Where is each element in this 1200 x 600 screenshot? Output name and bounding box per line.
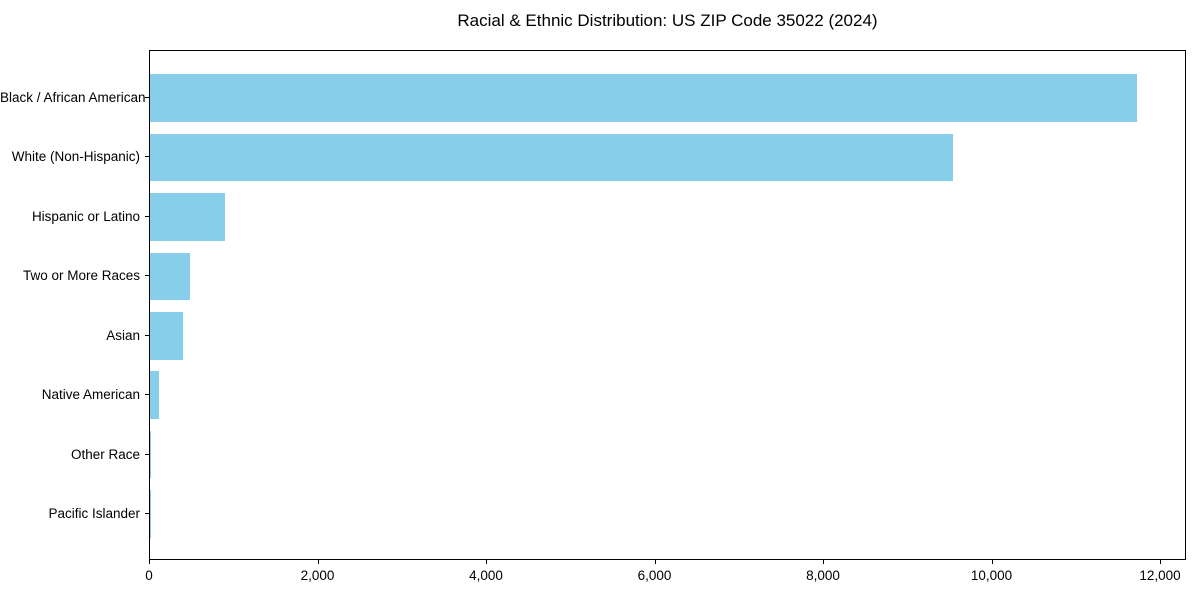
y-tick-label: Native American [41, 387, 140, 403]
y-tick-label: Other Race [70, 446, 140, 462]
chart-title: Racial & Ethnic Distribution: US ZIP Cod… [457, 11, 878, 30]
bar [150, 74, 1138, 122]
y-tick-mark [145, 334, 149, 336]
x-tick-label: 4,000 [469, 568, 503, 583]
x-tick-label: 0 [145, 568, 153, 583]
x-tick-label: 6,000 [637, 568, 672, 583]
y-tick-label: Two or More Races [22, 268, 140, 284]
y-tick-mark [145, 97, 149, 98]
x-tick-mark [654, 560, 656, 564]
x-tick-label: 8,000 [806, 568, 840, 583]
bar [150, 371, 160, 419]
y-tick-mark [145, 453, 149, 455]
x-tick-mark [991, 560, 993, 564]
bar [150, 133, 953, 182]
y-tick-mark [145, 156, 149, 158]
x-tick-mark [1160, 560, 1162, 564]
y-tick-label: Hispanic or Latino [31, 208, 140, 224]
y-tick-label: Black / African American [0, 90, 146, 105]
x-tick-mark [486, 560, 488, 564]
bar [150, 312, 184, 360]
y-tick-mark [145, 513, 149, 515]
x-tick-mark [317, 560, 319, 564]
bar [150, 252, 191, 301]
x-tick-label: 2,000 [300, 568, 335, 583]
bar [150, 193, 225, 241]
y-tick-label: Asian [106, 327, 140, 343]
x-tick-label: 12,000 [1139, 568, 1181, 583]
bar [150, 430, 152, 479]
plot-area [149, 50, 1186, 560]
x-tick-mark [823, 560, 825, 564]
y-tick-mark [145, 394, 149, 396]
x-tick-mark [149, 560, 150, 564]
y-tick-mark [145, 215, 149, 217]
x-tick-label: 10,000 [970, 568, 1013, 583]
y-tick-mark [145, 275, 149, 277]
y-tick-label: Pacific Islander [48, 506, 140, 522]
y-tick-label: White (Non-Hispanic) [11, 149, 140, 165]
